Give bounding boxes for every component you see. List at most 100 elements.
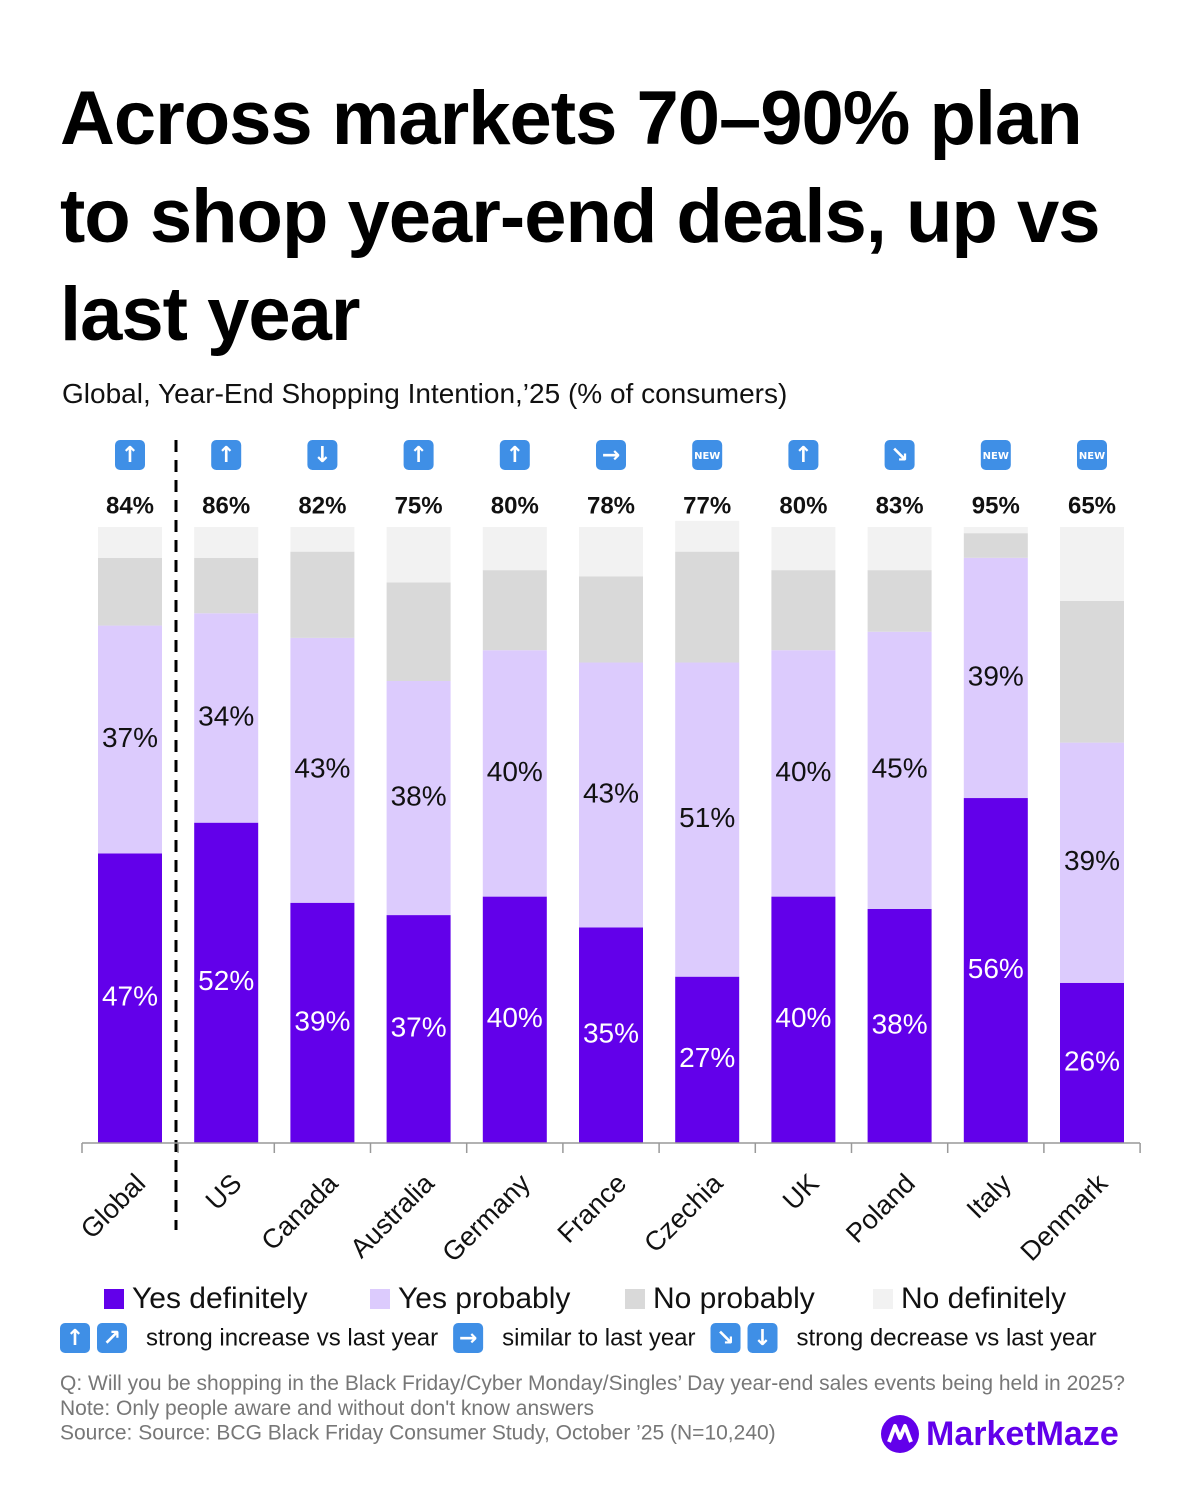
bar-segment: [1060, 742, 1124, 983]
bar-segment: [675, 520, 740, 552]
bar-segment: [98, 853, 162, 1143]
value-label: 37%: [102, 722, 158, 753]
trend-icon-box: [596, 440, 626, 470]
value-label: 39%: [294, 1005, 350, 1036]
trend-icon: ↑: [409, 443, 427, 468]
trend-legend-label: similar to last year: [502, 1324, 695, 1351]
bar-segment: [194, 557, 259, 614]
bar-segment: [963, 798, 1028, 1143]
value-label: 35%: [583, 1018, 639, 1049]
trend-icon: →: [602, 443, 620, 468]
trend-indicator: →: [596, 440, 626, 470]
trend-icon-box: [211, 440, 242, 470]
value-label: 52%: [198, 965, 254, 996]
bar-segment: [290, 637, 355, 903]
bar-segment: [963, 527, 1028, 534]
bar-segment: [1060, 527, 1124, 601]
trend-icon-box: [788, 440, 819, 470]
bar-segment: [675, 662, 740, 977]
trend-icon: ↓: [313, 443, 331, 468]
bar-segment: [867, 570, 932, 632]
value-label: 43%: [583, 777, 639, 808]
bar-segment: [386, 915, 451, 1143]
x-tick-label: Canada: [256, 1167, 345, 1256]
total-label: 83%: [876, 492, 924, 519]
x-tick-label: Germany: [436, 1168, 536, 1268]
total-label: 80%: [491, 492, 539, 519]
x-tick-label: Italy: [961, 1168, 1018, 1225]
total-label: 95%: [972, 492, 1020, 519]
trend-legend-icon: ↑: [60, 1323, 90, 1353]
legend-item: Yes probably: [370, 1282, 570, 1315]
trend-icon: NEW: [983, 451, 1009, 462]
value-label: 26%: [1064, 1045, 1120, 1076]
bar-segment: [579, 576, 643, 663]
trend-indicator: NEW: [1077, 440, 1107, 470]
trend-indicator: ↑: [788, 440, 819, 470]
legend-item: No definitely: [873, 1282, 1066, 1315]
bar-segment: [963, 533, 1028, 558]
legend-label: No definitely: [901, 1282, 1066, 1315]
bar-segment: [386, 582, 451, 681]
value-label: 38%: [391, 780, 447, 811]
trend-icon-box: [307, 440, 338, 470]
value-label: 40%: [487, 756, 543, 787]
trend-icon: NEW: [1079, 451, 1105, 462]
value-label: 38%: [872, 1008, 928, 1039]
x-tick-label: Denmark: [1015, 1168, 1114, 1267]
chart-subtitle: Global, Year-End Shopping Intention,’25 …: [62, 378, 788, 409]
bar-segment: [482, 896, 547, 1143]
value-label: 47%: [102, 981, 158, 1012]
trend-icon-box: [115, 440, 145, 470]
bar-segment: [771, 896, 836, 1143]
legend-swatch: [873, 1289, 893, 1309]
bar-segment: [867, 908, 932, 1143]
trend-indicator: ↑: [403, 440, 434, 470]
value-label: 39%: [1064, 845, 1120, 876]
trend-icon: NEW: [694, 451, 720, 462]
total-label: 84%: [106, 492, 154, 519]
x-tick-label: Poland: [840, 1168, 921, 1249]
total-label: 86%: [202, 492, 250, 519]
value-label: 39%: [968, 660, 1024, 691]
trend-icon-box: [97, 1323, 127, 1353]
trend-icon-box: [980, 440, 1011, 470]
trend-indicator: NEW: [692, 440, 723, 470]
trend-icon-box: [710, 1323, 741, 1353]
trend-icon-box: [747, 1323, 778, 1353]
trend-indicator: ↓: [307, 440, 338, 470]
bar-segment: [1060, 600, 1124, 743]
source: Source: Source: BCG Black Friday Consume…: [60, 1422, 776, 1445]
trend-icon-box: [499, 440, 530, 470]
value-label: 43%: [294, 753, 350, 784]
total-label: 75%: [395, 492, 443, 519]
bar-segment: [579, 927, 643, 1143]
legend-item: Yes definitely: [104, 1282, 308, 1315]
bar-segment: [867, 527, 932, 571]
bar-segment: [290, 551, 355, 638]
trend-indicator: ↑: [115, 440, 145, 470]
total-label: 78%: [587, 492, 635, 519]
trend-icon-box: [60, 1323, 90, 1353]
bar-segment: [98, 557, 162, 626]
bar-segment: [771, 650, 836, 897]
brand-logo-mark: [887, 1424, 913, 1443]
value-label: 40%: [487, 1002, 543, 1033]
trend-legend-label: strong increase vs last year: [146, 1324, 438, 1351]
bar-segment: [98, 527, 162, 558]
bar-segment: [98, 625, 162, 854]
legend-item: No probably: [625, 1282, 815, 1315]
trend-icon: ↑: [217, 443, 235, 468]
x-tick-label: UK: [777, 1168, 825, 1216]
trend-icon-box: [692, 440, 723, 470]
x-tick-label: France: [552, 1168, 633, 1249]
value-label: 40%: [775, 1002, 831, 1033]
legend-label: Yes definitely: [132, 1282, 308, 1315]
bar-segment: [194, 822, 259, 1143]
x-tick-label: US: [200, 1168, 248, 1216]
brand: MarketMaze: [926, 1415, 1119, 1453]
bar-segment: [579, 527, 643, 577]
bar-segment: [482, 527, 547, 571]
trend-icon: ↘: [890, 443, 908, 468]
trend-legend-icon: ↘: [710, 1323, 741, 1353]
